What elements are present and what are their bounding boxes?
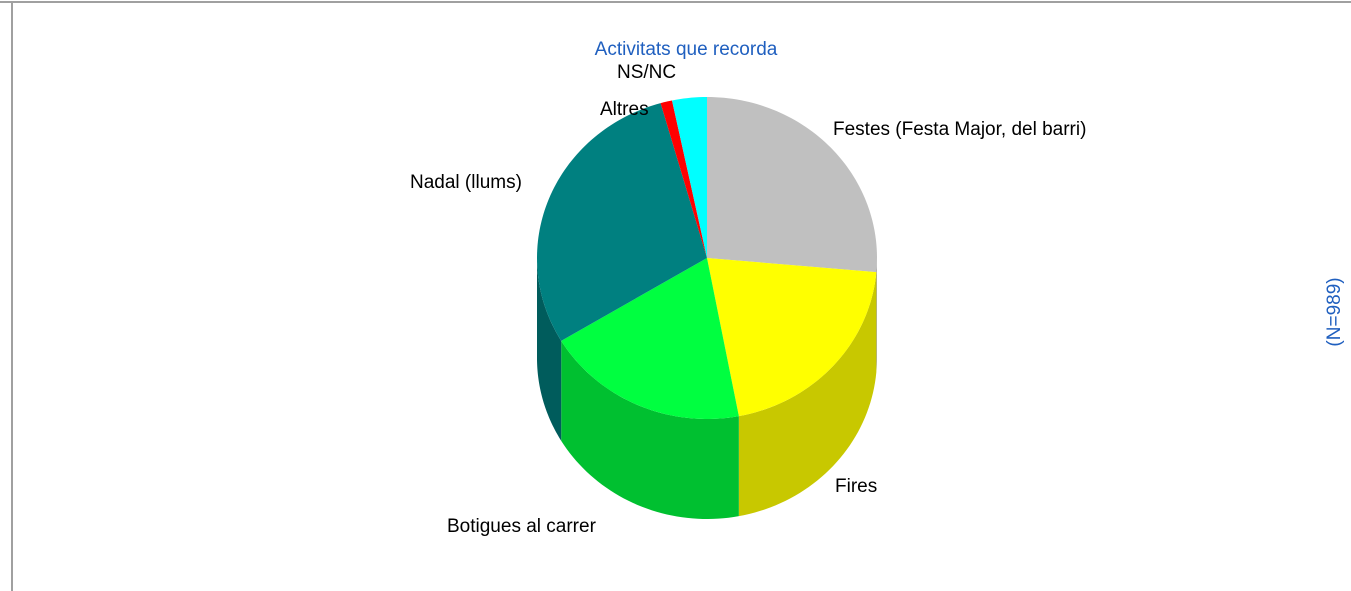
slice-side (561, 340, 739, 519)
slice-label: Botigues al carrer (447, 516, 597, 537)
slice-label: Altres (600, 99, 649, 120)
slice (672, 97, 707, 258)
slice-side (738, 272, 877, 517)
slice (707, 97, 877, 273)
slice (707, 258, 877, 417)
slice-label: Nadal (llums) (410, 172, 522, 193)
slice (660, 100, 707, 258)
chart-title: Activitats que recorda (595, 39, 778, 60)
sample-size: (N=989) (1324, 277, 1345, 346)
slice-side (876, 258, 877, 373)
slice (537, 103, 707, 341)
slice-label: Festes (Festa Major, del barri) (833, 119, 1086, 140)
slice-label: NS/NC (617, 62, 676, 83)
slice (561, 258, 739, 419)
slice-label: Fires (835, 476, 877, 497)
slice-side (537, 258, 562, 441)
